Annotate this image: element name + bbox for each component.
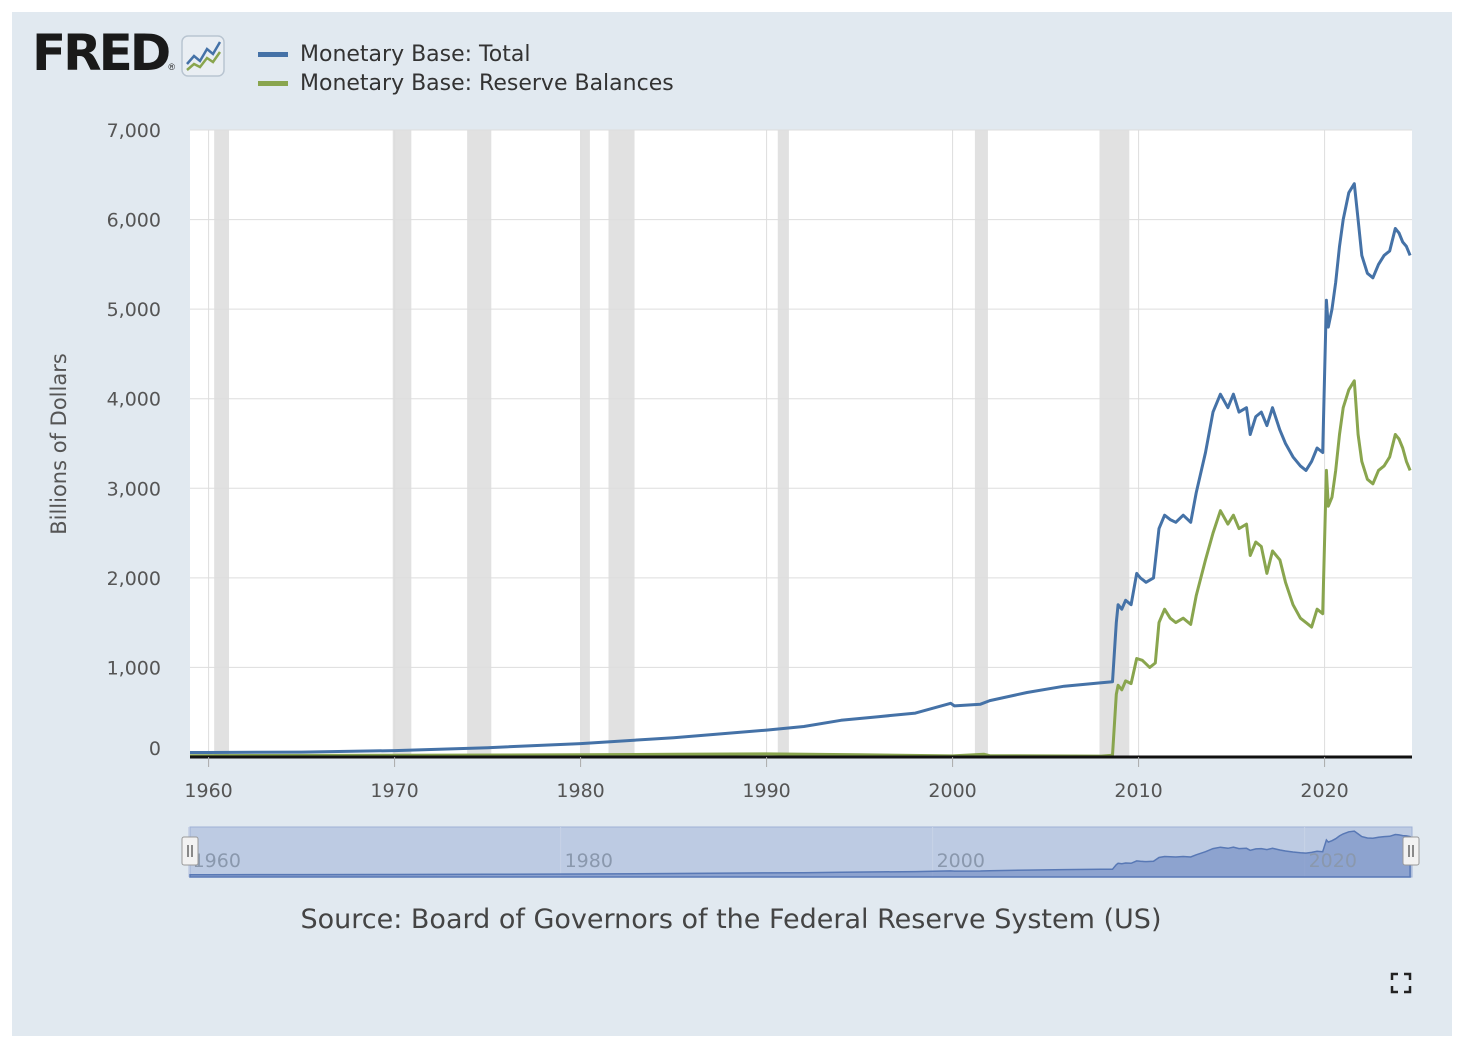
y-tick-label-7: 7,000 <box>107 120 161 142</box>
y-tick-label-1: 1,000 <box>107 657 161 679</box>
logo-registered-mark: ® <box>168 62 175 72</box>
x-tick-label-0: 1960 <box>184 780 232 802</box>
recession-band-6 <box>974 130 988 757</box>
y-tick-label-3: 3,000 <box>107 478 161 500</box>
navigator-tick-label-2: 2000 <box>937 850 985 872</box>
navigator-tick-labels: 1960 1980 2000 2020 <box>193 850 1357 872</box>
legend-swatch-reserve <box>258 81 288 86</box>
logo-text: FRED <box>32 24 171 82</box>
grid-lines <box>190 129 1412 757</box>
series-lines <box>189 182 1412 758</box>
recession-band-3 <box>580 130 590 757</box>
legend-item-reserve[interactable]: Monetary Base: Reserve Balances <box>258 69 674 98</box>
x-tick-label-5: 2010 <box>1114 780 1162 802</box>
navigator-area <box>189 830 1411 878</box>
y-tick-label-5: 5,000 <box>107 299 161 321</box>
x-tick-label-3: 1990 <box>742 780 790 802</box>
navigator-tick-label-1: 1980 <box>565 850 613 872</box>
x-tick-label-1: 1970 <box>370 780 418 802</box>
legend-item-total[interactable]: Monetary Base: Total <box>258 40 674 69</box>
fred-logo[interactable]: FRED ® <box>32 28 225 78</box>
recession-band-2 <box>467 130 492 757</box>
range-navigator[interactable]: 1960 1980 2000 2020 <box>181 826 1420 878</box>
x-tick-label-6: 2020 <box>1300 780 1348 802</box>
recession-band-5 <box>777 130 789 757</box>
y-tick-label-4: 4,000 <box>107 389 161 411</box>
line-graph-icon <box>181 35 225 77</box>
y-tick-label-2: 2,000 <box>107 568 161 590</box>
legend-label-total: Monetary Base: Total <box>300 42 531 67</box>
navigator-tick-label-3: 2020 <box>1309 850 1357 872</box>
series-line-0 <box>190 182 1412 754</box>
plot-area <box>190 130 1412 758</box>
recession-band-0 <box>214 130 230 757</box>
y-tick-labels: 0 1,000 2,000 3,000 4,000 5,000 6,000 7,000 <box>107 120 161 760</box>
navigator-right-handle[interactable] <box>1402 836 1420 866</box>
navigator-left-handle[interactable] <box>181 836 199 866</box>
chart-legend: Monetary Base: Total Monetary Base: Rese… <box>258 40 674 98</box>
y-tick-label-6: 6,000 <box>107 210 161 232</box>
recession-bands <box>214 130 1130 757</box>
navigator-tick-label-0: 1960 <box>193 850 241 872</box>
y-tick-label-0: 0 <box>149 738 161 760</box>
legend-swatch-total <box>258 52 288 57</box>
series-line-1 <box>189 379 1412 758</box>
source-note: Source: Board of Governors of the Federa… <box>300 904 1162 935</box>
y-axis-label: Billions of Dollars <box>47 353 71 535</box>
x-tick-label-4: 2000 <box>928 780 976 802</box>
x-tick-labels: 1960 1970 1980 1990 2000 2010 2020 <box>184 757 1349 802</box>
x-tick-label-2: 1980 <box>556 780 604 802</box>
recession-band-1 <box>392 130 412 757</box>
fullscreen-icon[interactable] <box>1390 972 1412 994</box>
recession-band-4 <box>608 130 635 757</box>
legend-label-reserve: Monetary Base: Reserve Balances <box>300 71 674 96</box>
